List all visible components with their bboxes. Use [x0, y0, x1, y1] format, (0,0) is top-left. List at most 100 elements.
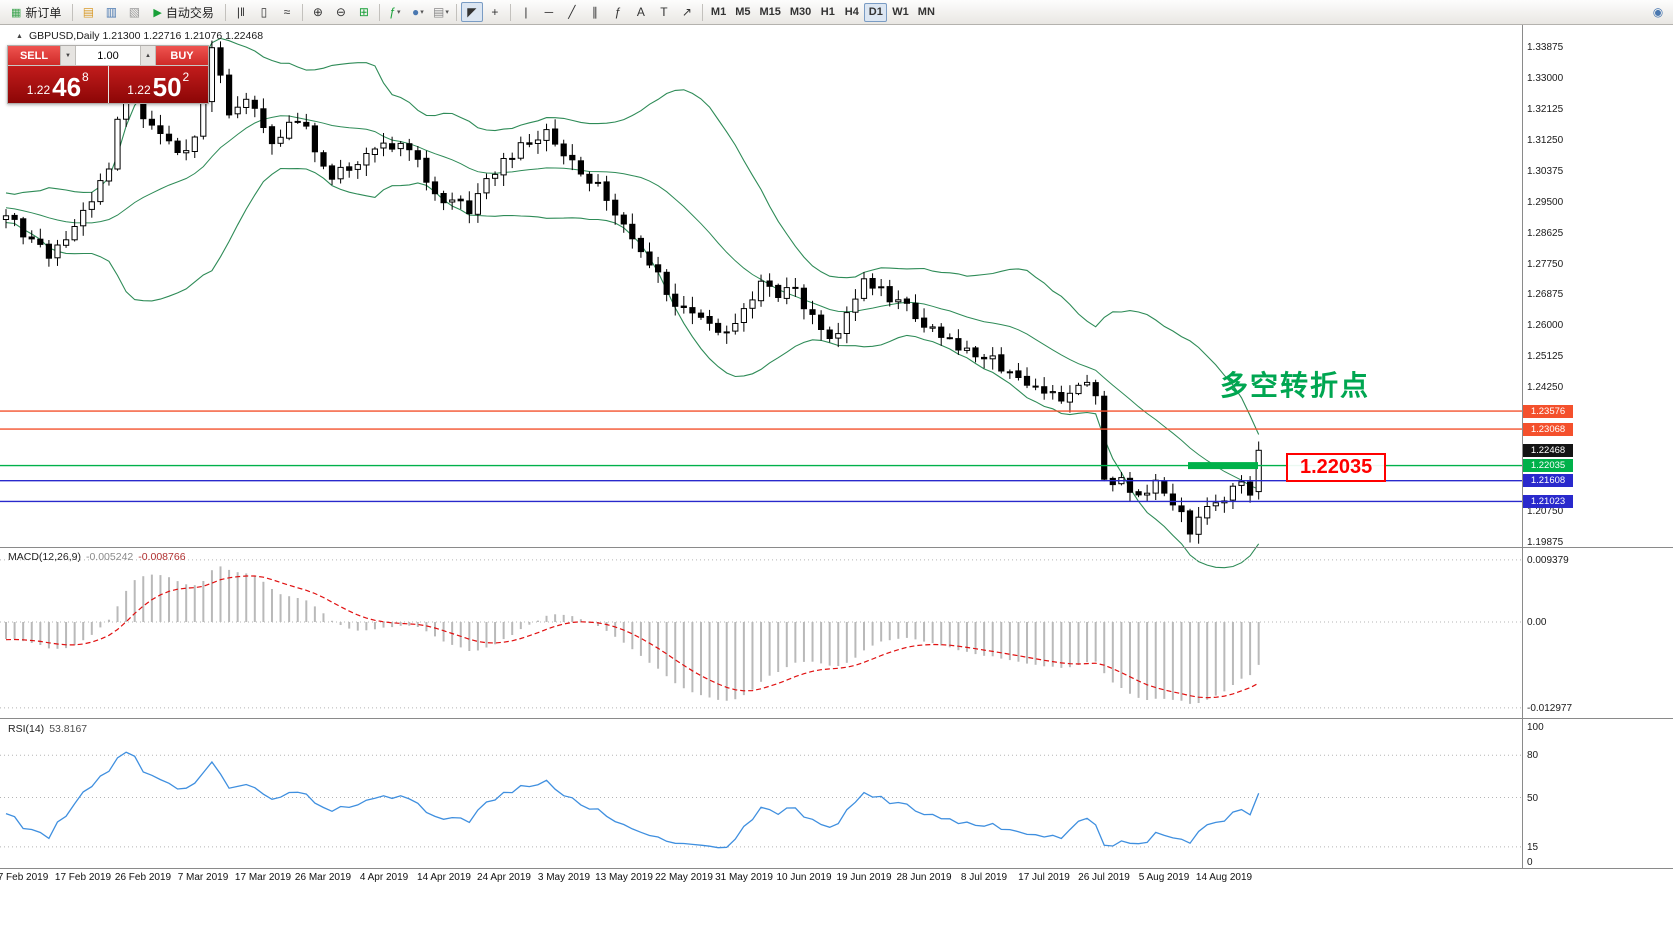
- candle: [560, 139, 567, 165]
- thick-level-segment[interactable]: [1188, 462, 1258, 470]
- time-axis-label: 17 Mar 2019: [234, 872, 292, 883]
- macd-panel-separator[interactable]: [0, 547, 1673, 548]
- text-icon[interactable]: A: [636, 5, 645, 19]
- candle: [929, 324, 936, 332]
- candle: [775, 283, 782, 302]
- candle: [1161, 477, 1168, 497]
- candle: [852, 289, 859, 321]
- timeframe-h4[interactable]: H4: [844, 6, 859, 18]
- autotrading-play-icon: ▶: [153, 6, 162, 19]
- toolbar-separator: [224, 3, 226, 21]
- level-price-tag: 1.21023: [1523, 495, 1573, 508]
- macd-scale-label: 0.009379: [1527, 555, 1569, 566]
- timeframe-mn[interactable]: MN: [917, 6, 935, 18]
- sell-button[interactable]: SELL: [8, 46, 60, 65]
- price-chart[interactable]: [0, 25, 1522, 947]
- upper-band: [5, 37, 1260, 435]
- candle: [526, 134, 533, 148]
- timeframe-m5[interactable]: M5: [735, 6, 751, 18]
- candle: [380, 133, 387, 157]
- toolbar: ▦ 新订单 ▤ ▥ ▧ ▶ 自动交易 |‖ ▯ ≈ ⊕ ⊖ ⊞ ƒ ▾ ● ▾ ▤ ▾ ◤ + | ─ ╱ ∥ ƒ A T ↗ M1 M5 M…: [0, 0, 1673, 25]
- candle: [1126, 472, 1134, 502]
- autotrading-button[interactable]: ▶ 自动交易: [146, 1, 220, 23]
- zoom-out-icon[interactable]: ⊖: [335, 5, 346, 19]
- price-scale-tick: 1.33875: [1527, 42, 1564, 53]
- volume-decrease-button[interactable]: ▼: [60, 46, 76, 65]
- time-axis-label: 13 May 2019: [595, 872, 653, 883]
- community-icon[interactable]: ◉: [1652, 5, 1664, 19]
- candle: [28, 230, 35, 243]
- candle: [157, 114, 164, 145]
- dropdown-arrow-icon: ▾: [445, 9, 449, 16]
- candle: [337, 159, 344, 184]
- timeframe-m1[interactable]: M1: [710, 6, 727, 18]
- rsi-panel-separator[interactable]: [0, 718, 1673, 719]
- rsi-scale-label: 50: [1527, 793, 1539, 804]
- templates-icon[interactable]: ▤ ▾: [432, 5, 449, 19]
- candle: [792, 278, 799, 297]
- sell-price-display[interactable]: 1.22 46 8: [8, 66, 109, 103]
- candle: [492, 171, 499, 186]
- timeframe-w1[interactable]: W1: [892, 6, 909, 18]
- data-window-icon[interactable]: ▧: [128, 5, 141, 19]
- candle: [88, 192, 95, 218]
- price-scale-tick: 1.25125: [1527, 351, 1564, 362]
- market-watch-icon[interactable]: ▥: [105, 5, 118, 19]
- fibonacci-icon[interactable]: ƒ: [614, 5, 622, 19]
- volume-increase-button[interactable]: ▲: [140, 46, 156, 65]
- horizontal-level-lines[interactable]: [0, 410, 1522, 503]
- cursor-icon[interactable]: ◤: [460, 2, 483, 22]
- equidistant-channel-icon[interactable]: ∥: [591, 5, 598, 19]
- candle: [946, 333, 953, 340]
- level-price-callout[interactable]: 1.22035: [1286, 453, 1387, 482]
- dropdown-arrow-icon: ▾: [420, 9, 424, 16]
- price-axis-border: [1522, 25, 1523, 868]
- periods-icon[interactable]: ● ▾: [412, 5, 424, 19]
- new-order-button[interactable]: ▦ 新订单: [4, 1, 68, 23]
- bar-chart-icon[interactable]: |‖: [236, 5, 245, 19]
- buy-price-display[interactable]: 1.22 50 2: [108, 66, 208, 103]
- bid-price-pip: 8: [82, 70, 89, 84]
- candle: [646, 242, 653, 269]
- timeframe-h1[interactable]: H1: [820, 6, 835, 18]
- candle: [998, 347, 1005, 374]
- candle: [1144, 484, 1151, 501]
- horizontal-line-icon[interactable]: ─: [544, 5, 554, 19]
- candle: [466, 191, 473, 224]
- level-price-tag: 1.23068: [1523, 423, 1573, 436]
- zoom-in-icon[interactable]: ⊕: [312, 5, 323, 19]
- macd-value-1: -0.005242: [85, 551, 134, 563]
- toolbar-separator: [72, 3, 74, 21]
- buy-button[interactable]: BUY: [156, 46, 208, 65]
- candle: [689, 296, 696, 325]
- candle: [217, 41, 224, 84]
- macd-indicator-label: MACD(12,26,9) -0.005242 -0.008766: [8, 551, 186, 563]
- crosshair-icon[interactable]: +: [491, 5, 499, 19]
- candle: [311, 122, 318, 163]
- timeframe-m30[interactable]: M30: [789, 6, 812, 18]
- timeframe-d1[interactable]: D1: [864, 2, 888, 22]
- text-label-icon[interactable]: T: [660, 5, 668, 19]
- candle: [97, 173, 104, 205]
- ask-price-big: 50: [152, 72, 182, 102]
- indicators-icon[interactable]: ƒ ▾: [389, 5, 401, 19]
- charts-profile-icon[interactable]: ▤: [82, 5, 95, 19]
- bollinger-bands: [5, 37, 1260, 569]
- triangle-down-icon: ▼: [65, 52, 71, 59]
- candle: [672, 283, 679, 316]
- candle: [809, 300, 816, 325]
- candle: [474, 183, 481, 223]
- line-chart-icon[interactable]: ≈: [283, 5, 291, 19]
- trendline-icon[interactable]: ╱: [568, 5, 576, 19]
- time-axis-label: 14 Apr 2019: [417, 872, 471, 883]
- candlestick-chart-icon[interactable]: ▯: [260, 5, 268, 19]
- time-axis-label: 10 Jun 2019: [776, 872, 832, 883]
- volume-input[interactable]: [76, 46, 140, 65]
- collapse-one-click-icon[interactable]: ▲: [16, 33, 23, 40]
- arrows-icon[interactable]: ↗: [681, 5, 692, 19]
- timeframe-m15[interactable]: M15: [759, 6, 781, 18]
- vertical-line-icon[interactable]: |: [524, 5, 528, 19]
- time-axis-label: 28 Jun 2019: [896, 872, 952, 883]
- time-axis-label: 17 Jul 2019: [1018, 872, 1070, 883]
- tile-windows-icon[interactable]: ⊞: [358, 5, 369, 19]
